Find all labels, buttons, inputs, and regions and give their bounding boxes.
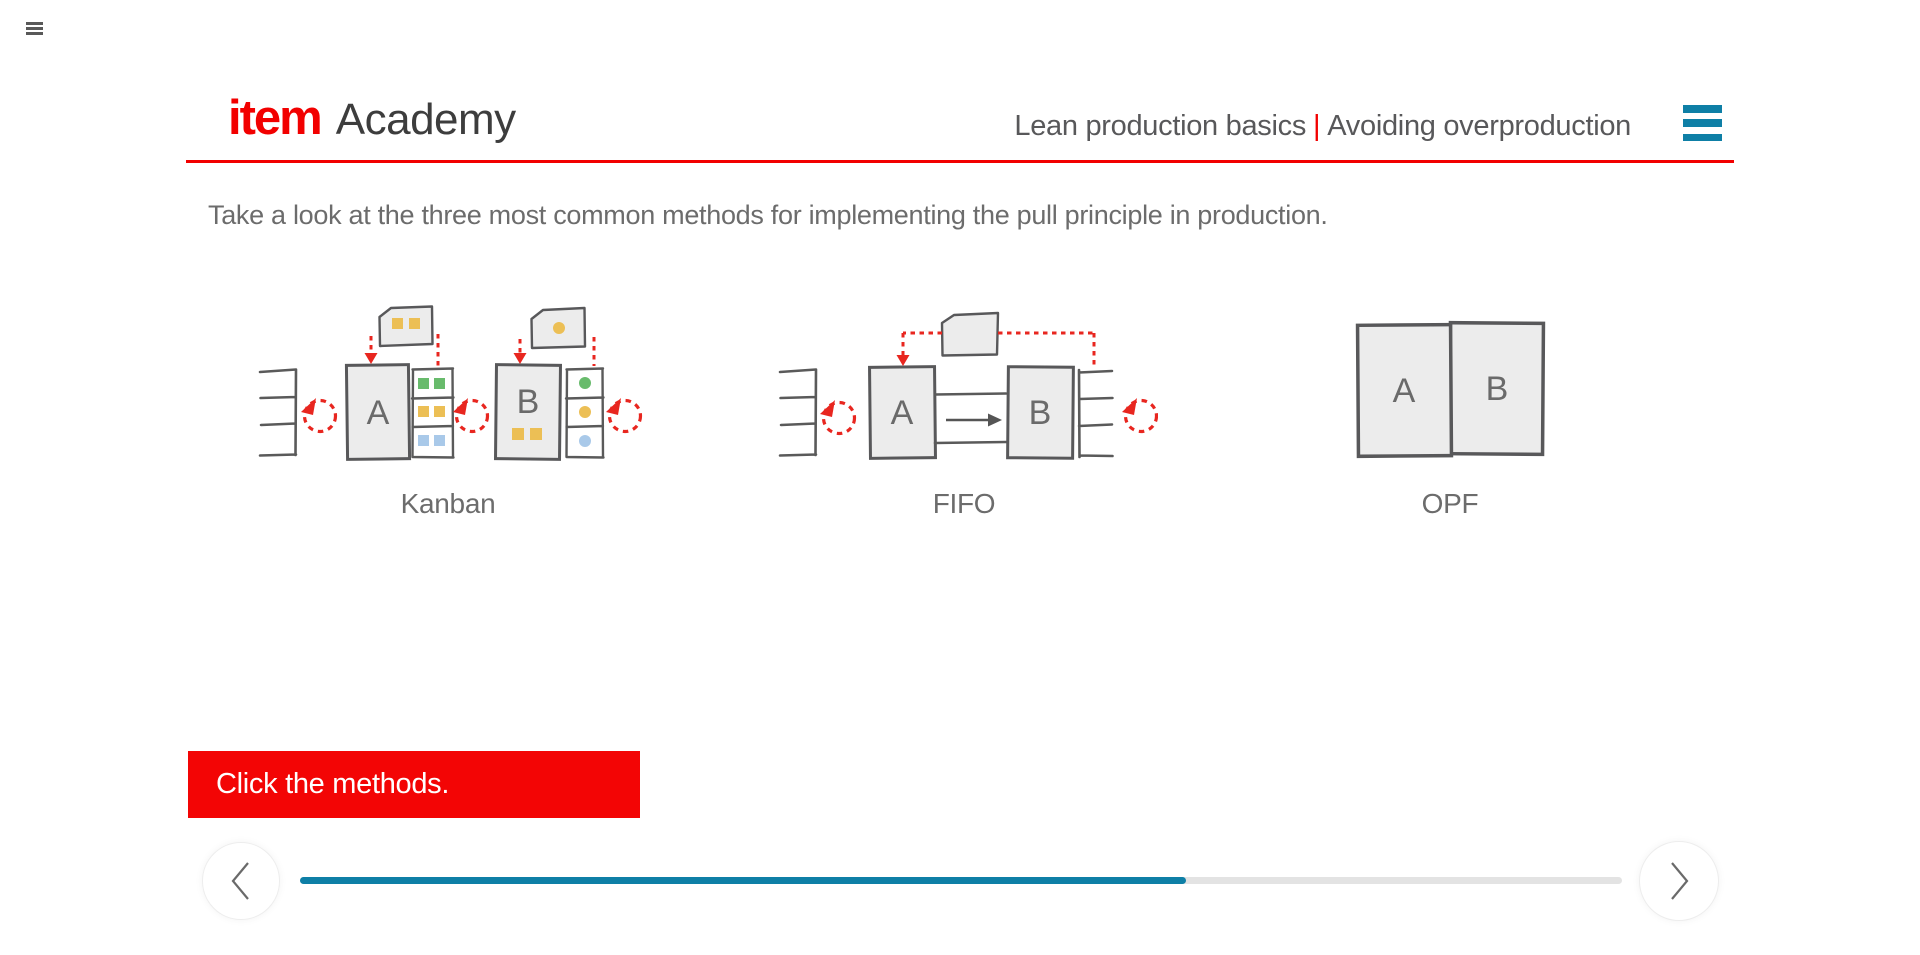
- logo-academy: Academy: [335, 95, 516, 144]
- pull-cycle-icon: [818, 398, 857, 436]
- pull-cycle-icon: [604, 396, 643, 434]
- progress-bar: [300, 877, 1622, 884]
- method-fifo[interactable]: A B FIFO: [770, 294, 1158, 520]
- method-opf[interactable]: A B OPF: [1283, 294, 1617, 520]
- prev-button[interactable]: [202, 842, 280, 920]
- svg-text:B: B: [1029, 394, 1052, 432]
- flow-rack-icon: [258, 368, 298, 457]
- course-menu-icon[interactable]: [1683, 105, 1722, 141]
- prompt-text: Click the methods.: [216, 768, 450, 800]
- flow-rack-icon: [778, 368, 818, 457]
- header: item Academy Lean production basics | Avoi…: [186, 0, 1734, 160]
- app-menu-icon[interactable]: [26, 22, 44, 36]
- svg-text:A: A: [891, 394, 914, 432]
- logo-item: item: [228, 91, 323, 145]
- next-button[interactable]: [1639, 841, 1719, 921]
- pull-cycle-icon: [299, 396, 338, 434]
- method-kanban[interactable]: A B: [250, 294, 646, 520]
- kanban-card-icon: [940, 311, 1000, 357]
- chevron-left-icon: [231, 862, 249, 900]
- opf-diagram: A B: [1355, 320, 1546, 459]
- flow-rack-icon: [1077, 368, 1114, 459]
- breadcrumb: Lean production basics | Avoiding overprod…: [1014, 110, 1631, 143]
- lesson-title: Avoiding overproduction: [1327, 110, 1631, 143]
- method-label-kanban: Kanban: [400, 488, 496, 519]
- instruction-text: Take a look at the three most common met…: [208, 200, 1328, 230]
- header-divider: [186, 160, 1734, 163]
- brand-logo: item Academy: [228, 94, 516, 143]
- svg-text:B: B: [517, 383, 540, 421]
- kanban-card-icon: [378, 305, 434, 348]
- fifo-diagram: A B: [778, 311, 1158, 460]
- breadcrumb-separator: |: [1313, 110, 1321, 143]
- svg-text:B: B: [1486, 370, 1509, 408]
- chevron-right-icon: [1671, 862, 1689, 900]
- progress-fill: [300, 877, 1186, 884]
- prompt-banner: Click the methods.: [188, 751, 640, 818]
- method-label-opf: OPF: [1421, 488, 1479, 519]
- header-right: Lean production basics | Avoiding overprod…: [1014, 105, 1734, 143]
- supermarket-rack-icon: [410, 367, 455, 459]
- fifo-lane-icon: [933, 392, 1008, 445]
- kanban-diagram: A B: [258, 305, 643, 461]
- pull-cycle-icon: [451, 396, 490, 434]
- pull-cycle-icon: [1120, 396, 1158, 434]
- svg-text:A: A: [1393, 372, 1416, 410]
- course-title: Lean production basics: [1014, 110, 1307, 143]
- supermarket-rack-icon: [564, 367, 605, 459]
- svg-text:A: A: [367, 394, 390, 432]
- method-label-fifo: FIFO: [932, 488, 996, 519]
